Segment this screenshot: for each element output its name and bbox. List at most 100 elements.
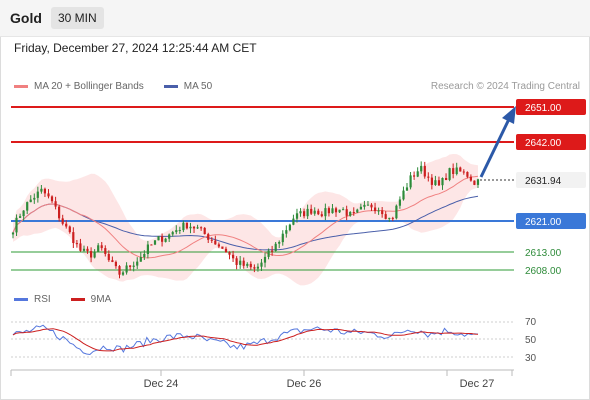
candle-body (26, 202, 29, 211)
level-tag-r2: 2651.00 (516, 99, 586, 115)
candle (61, 214, 64, 226)
candle (420, 161, 423, 174)
candle (427, 172, 430, 182)
candle (43, 187, 46, 197)
candle-body (203, 227, 206, 235)
candle (430, 174, 433, 190)
candle-body (93, 251, 96, 258)
candle (33, 193, 36, 204)
candle-body (192, 226, 196, 229)
candle (342, 207, 345, 211)
candle-body (377, 210, 380, 212)
candle (274, 242, 277, 252)
candle-body (75, 243, 78, 245)
candle-body (306, 208, 309, 217)
moving-averages (12, 175, 479, 259)
candle-body (430, 177, 433, 185)
candle-body (33, 197, 36, 200)
candle-body (416, 171, 419, 177)
candle-body (196, 227, 199, 229)
header-bar: Gold 30 MIN (0, 0, 590, 37)
candle-body (242, 260, 245, 266)
candle (125, 262, 128, 275)
tag-r2-text: 2651.00 (525, 103, 562, 114)
candle (263, 252, 267, 268)
tag-s1-text: 2613.00 (525, 248, 562, 259)
candle (54, 196, 57, 210)
candle (377, 207, 380, 215)
legend-rsi-ma-label: 9MA (90, 294, 112, 305)
candle (143, 250, 146, 260)
candle-body (320, 214, 323, 217)
datetime-label: Friday, December 27, 2024 12:25:44 AM CE… (14, 41, 257, 55)
candle-body (349, 212, 352, 216)
candle-body (107, 254, 110, 261)
candle (239, 256, 242, 269)
tag-s2-text: 2608.00 (525, 266, 562, 277)
candle (391, 216, 394, 222)
candle-body (114, 261, 117, 267)
candle-body (118, 266, 121, 275)
candle (413, 171, 416, 180)
candle (381, 207, 384, 218)
candle-body (374, 207, 377, 212)
candle-body (224, 248, 228, 253)
rsi-tick-50: 50 (525, 335, 537, 346)
candle (331, 204, 334, 214)
candle-body (136, 261, 139, 266)
candle (129, 265, 132, 271)
candle-body (324, 208, 327, 217)
candle-body (65, 223, 68, 227)
candle-body (217, 244, 220, 247)
x-label-dec26: Dec 26 (287, 378, 322, 390)
candle-body (249, 263, 252, 268)
candle (161, 233, 164, 247)
level-tag-current: 2631.94 (516, 172, 586, 188)
candle-body (97, 245, 100, 252)
candle (182, 220, 185, 233)
candle (232, 250, 235, 262)
ma20-swatch (14, 85, 28, 88)
candle (118, 265, 121, 279)
candle-body (253, 267, 256, 269)
candle (349, 211, 352, 217)
candle-body (178, 230, 181, 231)
candle (281, 230, 284, 246)
legend-rsi: RSI (14, 294, 51, 305)
candle-body (54, 201, 57, 207)
candle (221, 246, 224, 249)
candle (107, 250, 110, 262)
candle-body (256, 266, 259, 269)
candle (398, 196, 401, 209)
candle-body (125, 265, 128, 273)
candle-body (345, 209, 348, 216)
candle (469, 174, 472, 182)
candle (203, 227, 206, 235)
candle (317, 208, 320, 216)
candle (462, 169, 465, 175)
candle (65, 220, 68, 229)
candle (121, 271, 125, 276)
candle-body (338, 209, 341, 213)
candle-body (36, 191, 39, 198)
candle-body (90, 251, 93, 258)
candle (114, 260, 117, 269)
candle-body (381, 210, 384, 215)
candle (363, 200, 366, 210)
candle (271, 245, 274, 256)
candle (132, 261, 135, 272)
rsi-ma-swatch (70, 298, 85, 301)
candle (185, 222, 188, 230)
candle-body (43, 188, 46, 194)
x-label-dec24: Dec 24 (144, 378, 179, 390)
candle (210, 237, 213, 243)
candle-body (388, 217, 391, 219)
candle-body (299, 211, 302, 214)
candle-body (363, 204, 366, 207)
candle-body (19, 216, 22, 218)
candle-body (434, 180, 437, 185)
timeframe-button[interactable]: 30 MIN (51, 7, 104, 29)
candle-body (132, 265, 135, 267)
candle-body (72, 232, 75, 243)
candle (356, 208, 359, 213)
